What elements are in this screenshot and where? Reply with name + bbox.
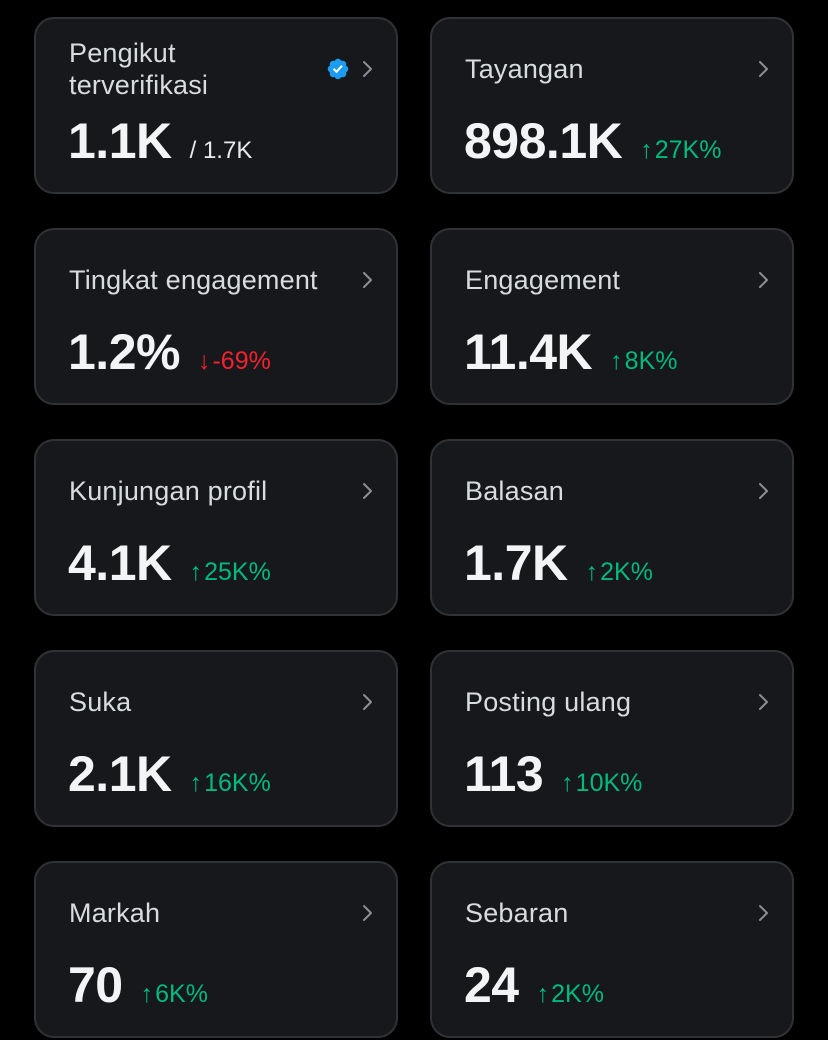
value-row: 24 ↑ 2K% bbox=[464, 955, 604, 1015]
card-title: Kunjungan profil bbox=[69, 476, 268, 506]
metric-delta: ↑ 8K% bbox=[610, 347, 677, 376]
chevron-right-icon bbox=[363, 61, 372, 77]
metric-value: 11.4K bbox=[464, 324, 593, 380]
chevron-right-icon bbox=[363, 694, 372, 710]
metric-value: 4.1K bbox=[68, 535, 172, 591]
card-reposts[interactable]: Posting ulang 113 ↑ 10K% bbox=[430, 650, 794, 827]
metric-value: 2.1K bbox=[68, 746, 172, 802]
card-title: Pengikut terverifikasi bbox=[69, 38, 209, 100]
metric-value: 70 bbox=[68, 957, 123, 1013]
arrow-up-icon: ↑ bbox=[640, 136, 653, 164]
metric-delta: ↑ 27K% bbox=[640, 136, 721, 165]
card-shares[interactable]: Sebaran 24 ↑ 2K% bbox=[430, 861, 794, 1038]
chevron-right-icon bbox=[759, 905, 768, 921]
metric-value: 1.2% bbox=[68, 324, 180, 380]
chevron-right-icon bbox=[363, 483, 372, 499]
metric-delta: ↑ 6K% bbox=[141, 980, 208, 1009]
metric-delta: ↓ -69% bbox=[198, 347, 271, 376]
arrow-up-icon: ↑ bbox=[610, 347, 623, 375]
value-row: 11.4K ↑ 8K% bbox=[464, 322, 677, 382]
card-title: Engagement bbox=[465, 265, 621, 295]
card-title: Suka bbox=[69, 687, 132, 717]
card-title: Posting ulang bbox=[465, 687, 632, 717]
value-row: 1.7K ↑ 2K% bbox=[464, 533, 653, 593]
card-title: Sebaran bbox=[465, 898, 569, 928]
chevron-right-icon bbox=[363, 272, 372, 288]
delta-value: 25K% bbox=[204, 558, 271, 586]
card-title: Tayangan bbox=[465, 54, 584, 84]
arrow-down-icon: ↓ bbox=[197, 347, 211, 375]
card-engagement-rate[interactable]: Tingkat engagement 1.2% ↓ -69% bbox=[34, 228, 398, 405]
metric-delta: ↑ 10K% bbox=[561, 769, 642, 798]
card-title: Tingkat engagement bbox=[69, 265, 318, 295]
card-title: Markah bbox=[69, 898, 161, 928]
verified-badge-icon bbox=[327, 58, 349, 80]
arrow-up-icon: ↑ bbox=[189, 769, 203, 797]
value-row: 1.2% ↓ -69% bbox=[68, 322, 271, 382]
arrow-up-icon: ↑ bbox=[536, 980, 550, 1008]
delta-value: 27K% bbox=[654, 136, 722, 164]
card-profile-visits[interactable]: Kunjungan profil 4.1K ↑ 25K% bbox=[34, 439, 398, 616]
metric-delta: ↑ 2K% bbox=[537, 980, 604, 1009]
metric-value: 1.1K bbox=[68, 113, 172, 169]
value-row: 2.1K ↑ 16K% bbox=[68, 744, 271, 804]
value-row: 898.1K ↑ 27K% bbox=[464, 111, 721, 171]
delta-value: 10K% bbox=[575, 769, 643, 797]
chevron-right-icon bbox=[759, 61, 768, 77]
card-replies[interactable]: Balasan 1.7K ↑ 2K% bbox=[430, 439, 794, 616]
delta-value: 2K% bbox=[600, 558, 653, 586]
card-impressions[interactable]: Tayangan 898.1K ↑ 27K% bbox=[430, 17, 794, 194]
metric-delta: ↑ 16K% bbox=[190, 769, 271, 798]
analytics-grid: Pengikut terverifikasi 1.1K / 1.7K Tayan… bbox=[34, 17, 794, 1038]
arrow-up-icon: ↑ bbox=[189, 558, 203, 586]
metric-delta: ↑ 2K% bbox=[586, 558, 653, 587]
delta-value: 8K% bbox=[624, 347, 678, 375]
chevron-right-icon bbox=[363, 905, 372, 921]
arrow-up-icon: ↑ bbox=[140, 980, 154, 1008]
value-row: 4.1K ↑ 25K% bbox=[68, 533, 271, 593]
card-bookmarks[interactable]: Markah 70 ↑ 6K% bbox=[34, 861, 398, 1038]
arrow-up-icon: ↑ bbox=[561, 769, 574, 797]
metric-total: / 1.7K bbox=[189, 137, 253, 164]
value-row: 70 ↑ 6K% bbox=[68, 955, 208, 1015]
chevron-right-icon bbox=[759, 272, 768, 288]
metric-delta: ↑ 25K% bbox=[190, 558, 271, 587]
metric-value: 24 bbox=[464, 957, 519, 1013]
value-row: 113 ↑ 10K% bbox=[464, 744, 642, 804]
delta-value: 2K% bbox=[551, 980, 604, 1008]
value-row: 1.1K / 1.7K bbox=[68, 111, 252, 171]
metric-value: 1.7K bbox=[464, 535, 568, 591]
delta-value: 16K% bbox=[204, 769, 271, 797]
chevron-right-icon bbox=[759, 694, 768, 710]
metric-value: 113 bbox=[464, 746, 544, 802]
delta-value: 6K% bbox=[155, 980, 208, 1008]
card-engagement[interactable]: Engagement 11.4K ↑ 8K% bbox=[430, 228, 794, 405]
card-likes[interactable]: Suka 2.1K ↑ 16K% bbox=[34, 650, 398, 827]
delta-value: -69% bbox=[212, 347, 271, 375]
card-verified-followers[interactable]: Pengikut terverifikasi 1.1K / 1.7K bbox=[34, 17, 398, 194]
card-title: Balasan bbox=[465, 476, 564, 506]
metric-value: 898.1K bbox=[464, 113, 623, 169]
arrow-up-icon: ↑ bbox=[585, 558, 599, 586]
chevron-right-icon bbox=[759, 483, 768, 499]
